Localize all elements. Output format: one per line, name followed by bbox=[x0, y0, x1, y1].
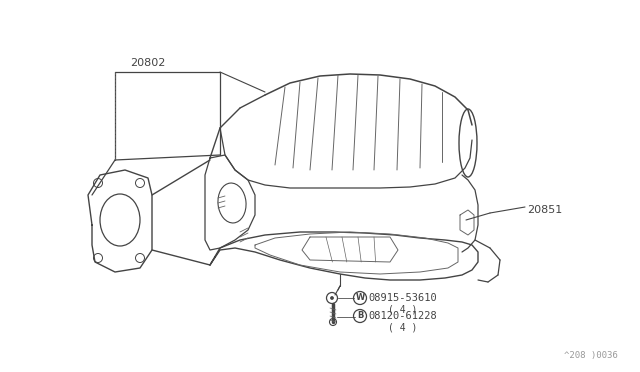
Text: 08915-53610: 08915-53610 bbox=[368, 293, 436, 303]
Text: 20802: 20802 bbox=[130, 58, 165, 68]
Text: 20851: 20851 bbox=[527, 205, 563, 215]
Text: ^208 )0036: ^208 )0036 bbox=[564, 351, 618, 360]
Text: W: W bbox=[355, 294, 365, 302]
Text: 08120-61228: 08120-61228 bbox=[368, 311, 436, 321]
Circle shape bbox=[330, 296, 333, 299]
Text: ( 4 ): ( 4 ) bbox=[388, 322, 417, 332]
Text: ( 4 ): ( 4 ) bbox=[388, 304, 417, 314]
Text: B: B bbox=[357, 311, 363, 321]
